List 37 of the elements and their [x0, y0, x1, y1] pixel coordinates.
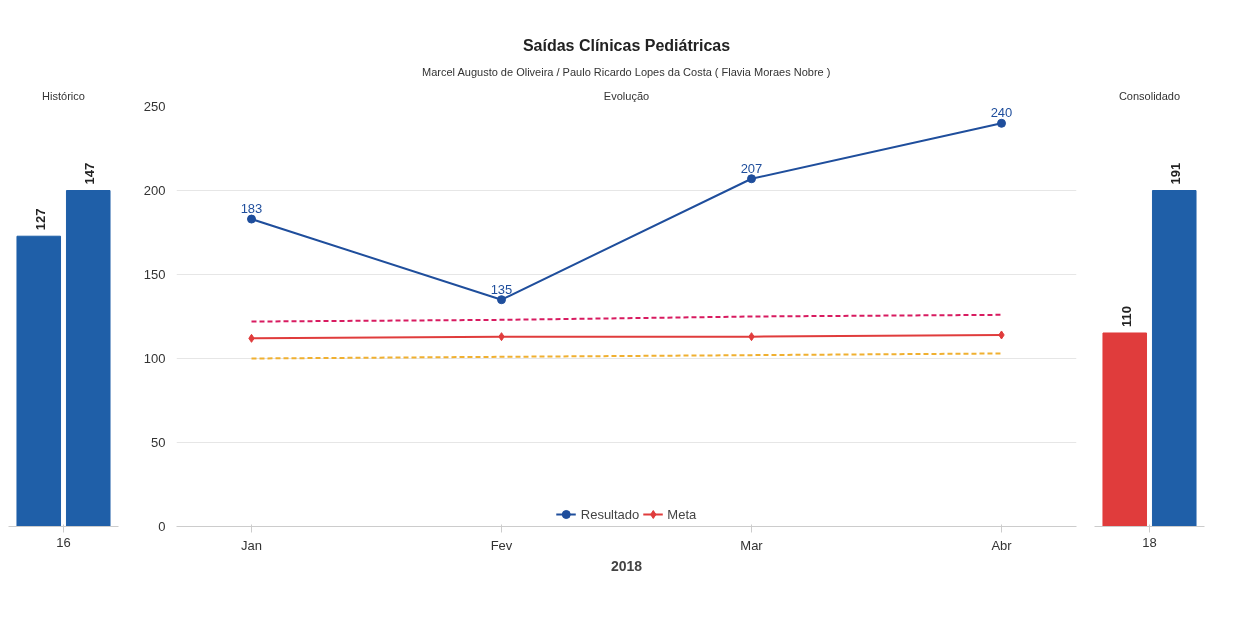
x-tick-label: 16: [56, 534, 71, 550]
x-tick-label: Fev: [490, 537, 513, 553]
line-series: [250, 313, 1003, 323]
x-tick-label: Jan: [241, 537, 262, 553]
data-label: 135: [490, 281, 513, 297]
data-label: 240: [990, 105, 1013, 121]
point: [998, 330, 1005, 340]
point: [498, 332, 505, 342]
point: [497, 295, 506, 305]
x-tick-label: 18: [1142, 534, 1157, 550]
data-label: 191: [1168, 162, 1184, 185]
data-label: 127: [32, 208, 48, 231]
y-tick-label: 200: [143, 183, 166, 198]
chart-subtitle: Marcel Augusto de Oliveira / Paulo Ricardo Lopes da Costa ( Flavia Moraes Nobre ): [421, 65, 831, 78]
x-tick-label: Mar: [740, 537, 764, 553]
point: [748, 332, 755, 342]
chart-title: Consolidado: [1118, 89, 1181, 102]
y-tick-label: 50: [151, 435, 166, 450]
x-axis-title: 2018: [610, 557, 643, 574]
legend-label: Meta: [667, 506, 697, 522]
data-label: 183: [240, 201, 263, 217]
data-label: 110: [1118, 306, 1134, 327]
data-label: 147: [82, 162, 98, 185]
point: [747, 174, 756, 184]
y-tick-label: 150: [143, 267, 166, 282]
chart-title: Histórico: [42, 89, 85, 102]
y-tick-label: 0: [158, 519, 166, 534]
chart-title: Saídas Clínicas Pediátricas: [522, 36, 731, 54]
legend-label: Resultado: [580, 506, 640, 522]
point: [997, 118, 1006, 128]
point: [247, 214, 256, 224]
point: [248, 333, 255, 343]
y-tick-label: 250: [143, 99, 166, 114]
text: Evolução: [603, 89, 650, 102]
x-tick-label: Abr: [991, 537, 1013, 553]
y-tick-label: 100: [143, 351, 166, 366]
data-label: 207: [740, 160, 763, 176]
